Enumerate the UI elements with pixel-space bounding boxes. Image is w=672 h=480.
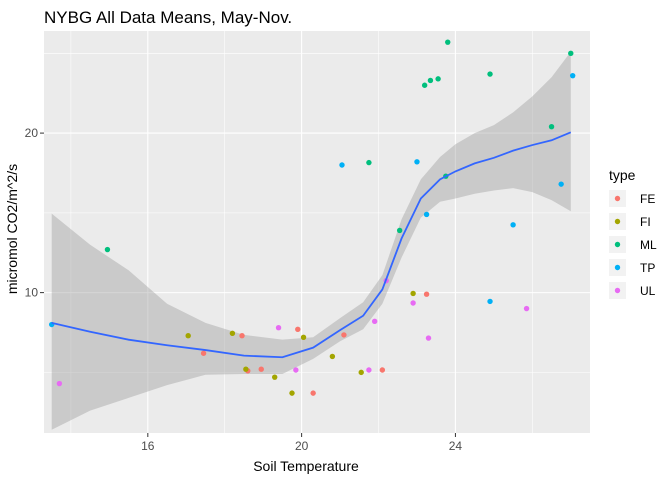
data-point-ml [104,246,111,253]
data-point-tp [510,222,516,228]
data-point-fe [258,366,264,372]
legend: type FE FI ML TP UL [609,167,657,299]
data-point-ul [366,367,372,373]
data-point-ml [366,159,372,166]
chart-title: NYBG All Data Means, May-Nov. [44,8,292,27]
data-point-tp [423,211,430,218]
plot-panel [44,31,590,433]
axes: 16 20 24 10 20 [25,126,463,453]
x-tick-label: 20 [295,439,309,453]
data-point-tp [414,159,420,165]
data-point-fi [243,366,249,372]
data-point-tp [339,162,345,168]
x-tick-label: 16 [141,439,155,453]
legend-marker-ml [614,241,621,248]
data-point-ml [548,124,555,130]
data-point-ul [293,367,299,373]
data-point-ul [275,325,282,331]
panel-background [44,31,590,433]
data-point-ul [56,380,63,387]
data-point-tp [487,298,493,305]
legend-marker-ul [614,287,621,294]
data-point-ul [410,300,416,306]
data-point-fi [410,290,416,297]
data-point-tp [569,72,576,79]
data-point-ml [568,50,574,57]
data-point-fi [358,369,364,376]
data-point-fi [229,330,236,336]
data-point-fi [272,374,278,380]
data-point-fe [423,291,430,297]
legend-label: FE [640,192,655,206]
legend-marker-fe [614,195,621,202]
data-point-fe [295,326,301,333]
data-point-fe [310,390,316,396]
data-point-ul [523,305,530,312]
legend-marker-fi [614,218,621,225]
data-point-fi [300,334,307,340]
x-tick-label: 24 [449,439,463,453]
data-point-fi [289,390,295,396]
data-point-fe [379,367,386,373]
y-tick-label: 10 [25,286,39,300]
data-point-tp [558,181,564,187]
data-point-ul [371,318,378,325]
data-point-fe [200,350,207,356]
confidence-ribbon [51,51,571,430]
data-point-fe [239,332,245,339]
legend-marker-tp [614,264,621,271]
data-point-ml [421,82,428,88]
data-point-ul [425,335,432,341]
data-point-ml [396,227,403,234]
legend-label: FI [640,215,651,229]
legend-title: type [609,167,636,183]
legend-label: ML [640,238,657,252]
data-point-ml [435,76,441,82]
data-point-fi [329,353,336,360]
smooth-line [51,131,572,359]
data-point-ml [487,71,493,77]
legend-label: TP [640,261,655,275]
data-point-fe [341,332,347,338]
y-tick-label: 20 [25,126,39,140]
y-axis-title: micromol CO2/m^2/s [4,164,20,294]
x-axis-title: Soil Temperature [253,458,359,474]
legend-label: UL [640,284,656,298]
data-point-ml [427,77,434,84]
data-point-ml [445,39,451,45]
data-point-fi [185,332,191,339]
